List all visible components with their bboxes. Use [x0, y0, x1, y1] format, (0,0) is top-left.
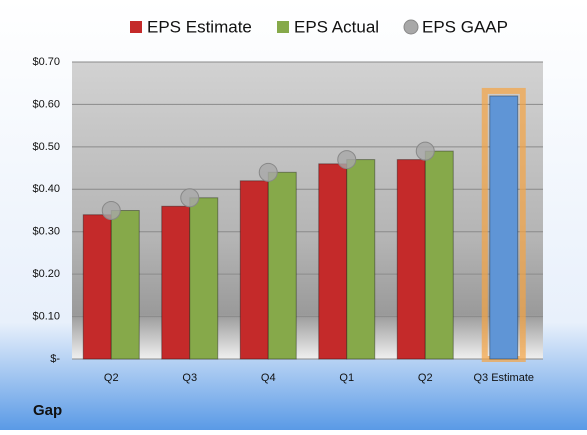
y-tick-label: $0.20 — [32, 268, 60, 280]
bar — [318, 163, 348, 360]
gaap-marker — [101, 201, 121, 220]
y-tick-label: $- — [50, 353, 60, 365]
bar — [424, 150, 454, 360]
y-tick-label: $0.60 — [32, 98, 60, 110]
y-tick-label: $0.70 — [32, 56, 60, 68]
bar — [396, 159, 426, 360]
legend-label: EPS Estimate — [147, 17, 252, 36]
gaap-marker — [258, 162, 278, 182]
gaap-marker — [415, 141, 435, 161]
y-tick-label: $0.30 — [32, 226, 60, 238]
y-tick-label: $0.10 — [32, 310, 60, 322]
bar — [346, 159, 376, 360]
legend-label: EPS GAAP — [422, 17, 508, 36]
bar — [110, 210, 140, 360]
y-tick-label: $0.40 — [32, 183, 60, 195]
legend-label: EPS Actual — [294, 17, 379, 36]
bar — [489, 95, 519, 360]
bar — [267, 171, 297, 360]
legend-marker — [277, 21, 289, 33]
x-tick-label: Q3 — [182, 372, 197, 384]
legend-marker — [130, 21, 142, 33]
legend-marker — [403, 19, 419, 35]
bar — [161, 205, 191, 360]
chart-title: Gap — [33, 402, 62, 419]
x-tick-label: Q2 — [104, 372, 119, 384]
x-tick-label: Q4 — [261, 372, 276, 384]
bar — [82, 214, 112, 360]
x-tick-label: Q3 Estimate — [473, 372, 534, 384]
plot-area — [72, 62, 543, 359]
bar — [189, 197, 219, 360]
x-tick-label: Q2 — [418, 372, 433, 384]
gaap-marker — [180, 188, 200, 208]
x-tick-label: Q1 — [339, 372, 354, 384]
y-tick-label: $0.50 — [32, 141, 60, 153]
gaap-marker — [337, 150, 357, 170]
bar — [239, 180, 269, 360]
